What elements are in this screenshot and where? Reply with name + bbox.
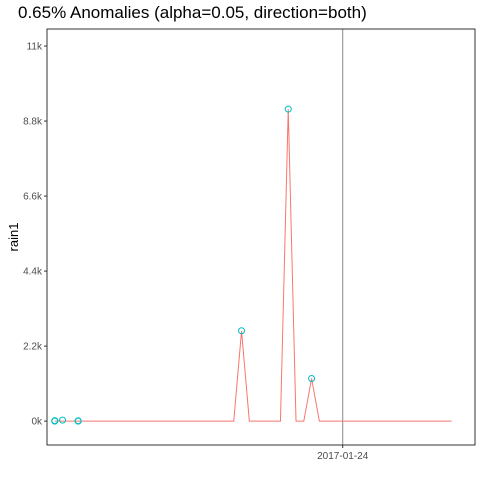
x-tick-label: 2017-01-24 [317,451,369,462]
y-tick-label: 8.8k [23,117,43,128]
y-axis-title: rain1 [6,223,21,252]
observed-series-line [54,109,452,422]
anomaly-point [74,417,82,425]
y-tick-label: 4.4k [23,267,43,278]
plot-border [46,28,476,446]
anomaly-point [51,417,59,425]
anomaly-point [238,327,246,335]
plot-background [47,29,475,445]
y-tick-label: 6.6k [23,192,43,203]
y-tick-label: 0k [31,417,43,428]
anomaly-point [284,105,292,113]
chart-title: 0.65% Anomalies (alpha=0.05, direction=b… [18,3,367,22]
anomaly-point [59,416,67,424]
anomaly-point [308,375,316,383]
y-tick-label: 11k [27,42,43,53]
y-tick-label: 2.2k [23,342,43,353]
